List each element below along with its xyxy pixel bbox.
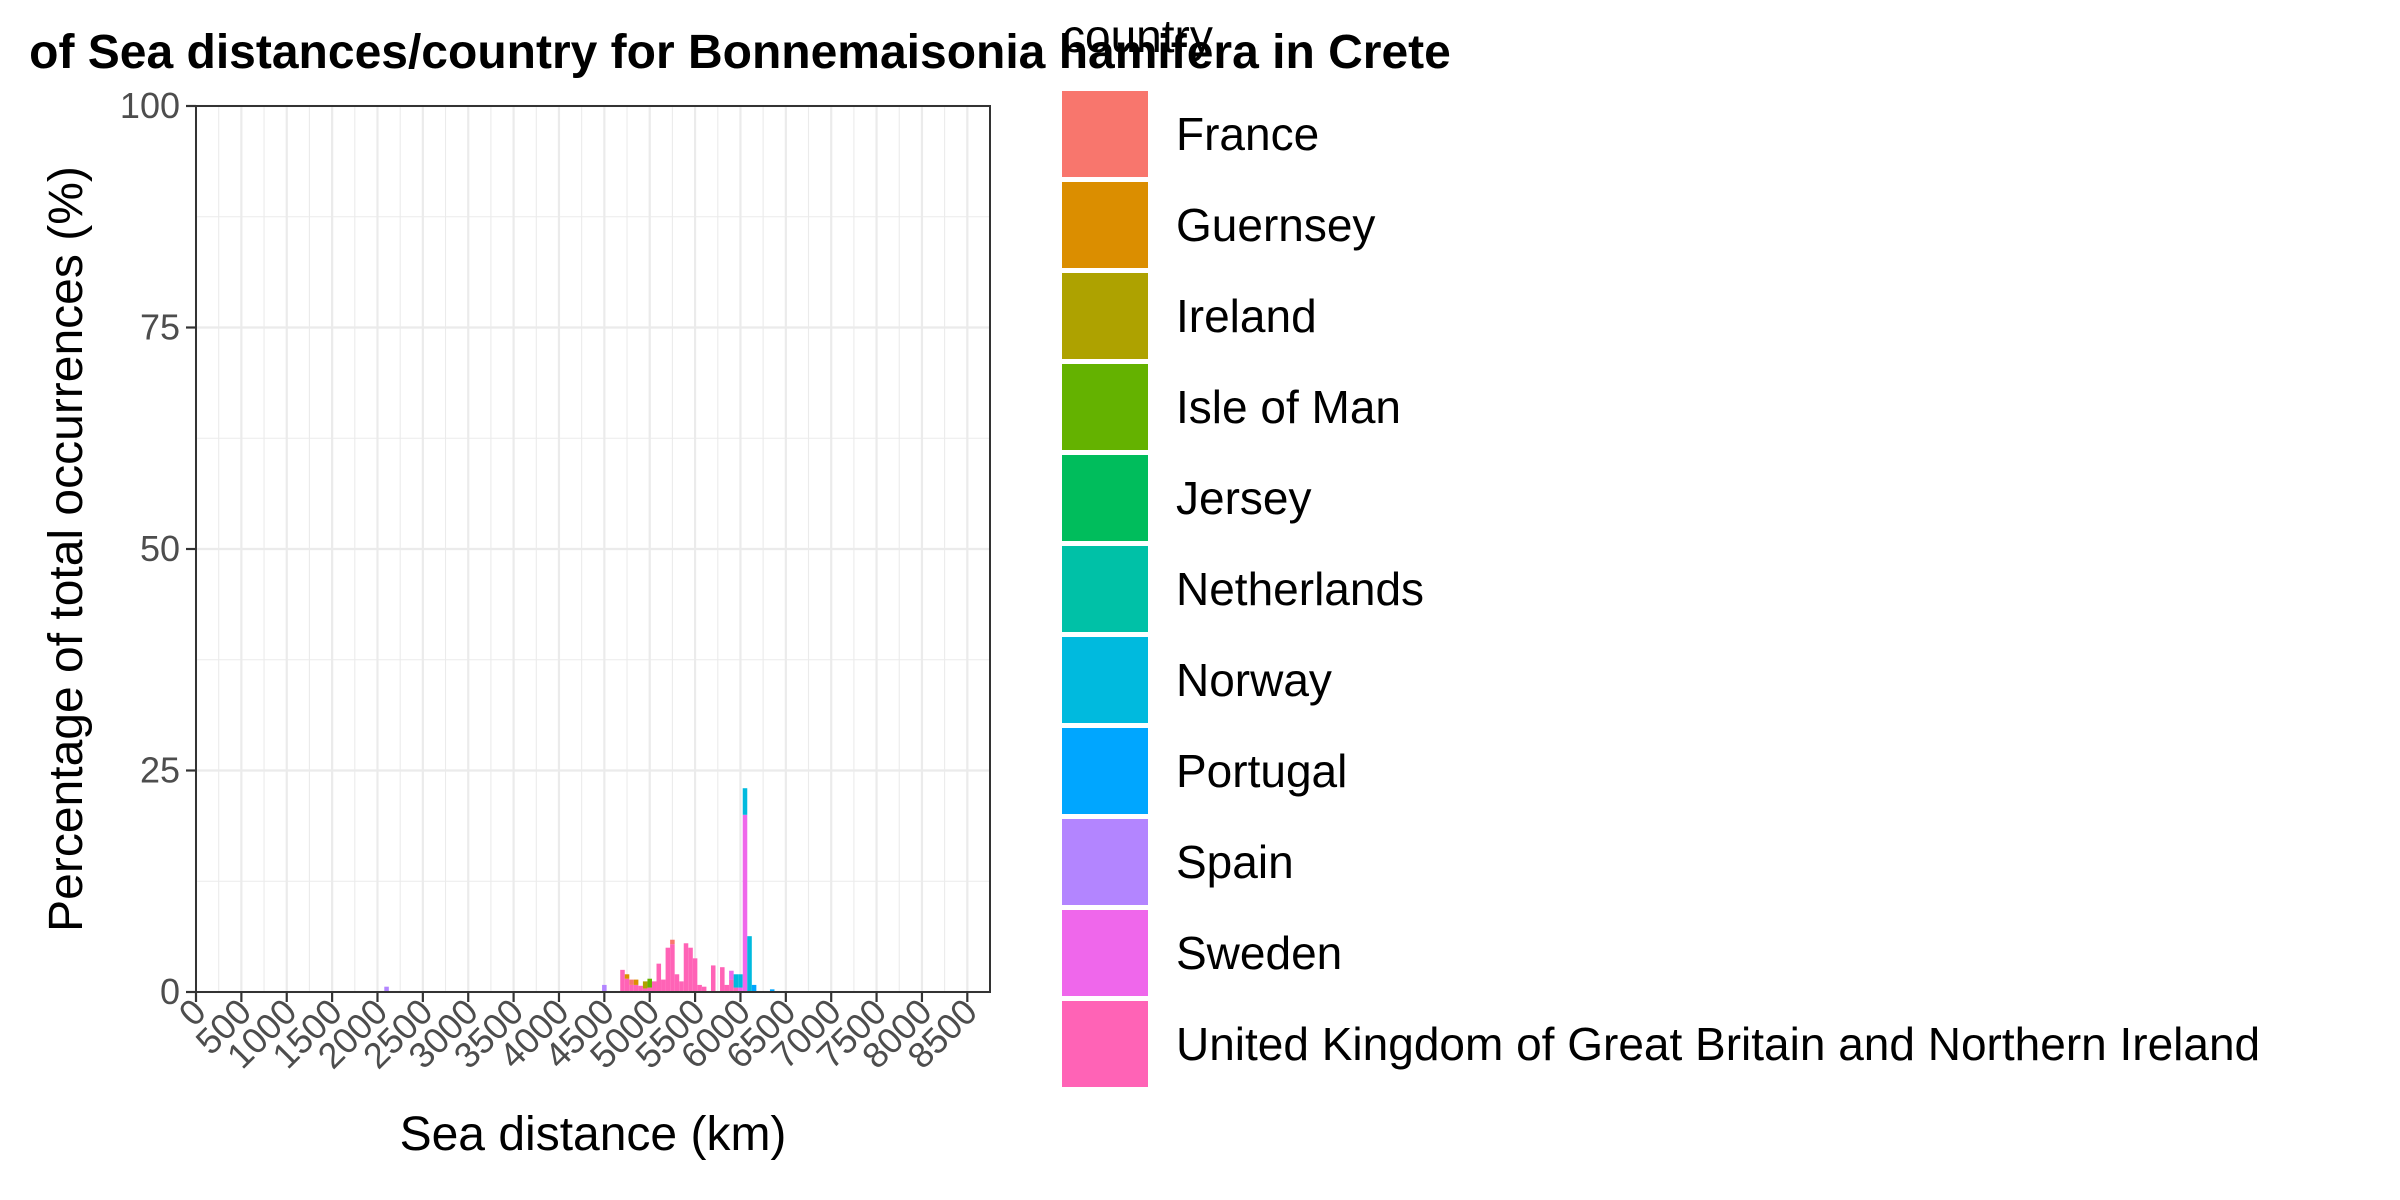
legend-key: [1062, 728, 1148, 814]
bar-segment: [629, 979, 634, 985]
y-axis: 0 25 50 75 100: [120, 85, 196, 1012]
y-tick-label: 100: [120, 85, 180, 126]
legend-key: [1062, 273, 1148, 359]
bar-segment: [674, 974, 680, 992]
y-axis-title: Percentage of total occurrences (%): [40, 166, 93, 932]
bar-segment: [638, 985, 643, 992]
bar-segment: [633, 984, 639, 992]
legend-label: France: [1176, 108, 1319, 160]
y-tick-label: 25: [140, 750, 180, 791]
bar-segment: [688, 947, 693, 992]
chart-title: of Sea distances/country for Bonnemaison…: [29, 26, 1451, 79]
bar-segment: [670, 944, 675, 992]
bar-segment: [665, 947, 671, 992]
bar-segment: [656, 963, 662, 992]
bar-segment: [692, 958, 698, 992]
bar-segment: [701, 986, 707, 992]
bar-segment: [697, 984, 702, 992]
legend: country France Guernsey Ireland Isle of Man…: [1062, 10, 2260, 1087]
bar-segment: [729, 979, 734, 992]
bar-segment: [724, 984, 730, 992]
bar-segment: [642, 981, 648, 989]
legend-label: Norway: [1176, 654, 1332, 706]
y-tick-label: 50: [140, 528, 180, 569]
bar-segment: [602, 984, 607, 992]
legend-label: Portugal: [1176, 745, 1347, 797]
y-tick-label: 75: [140, 307, 180, 348]
legend-label: Guernsey: [1176, 199, 1375, 251]
bar-segment: [738, 987, 743, 992]
legend-key: [1062, 819, 1148, 905]
bar-segment: [738, 974, 743, 988]
bar-segment: [651, 981, 657, 992]
bar-segment: [710, 965, 716, 992]
grid-lines: [194, 104, 990, 994]
legend-label: Netherlands: [1176, 563, 1424, 615]
legend-key: [1062, 546, 1148, 632]
legend-label: Isle of Man: [1176, 381, 1401, 433]
legend-key: [1062, 364, 1148, 450]
x-axis: 0500100015002000250030003500400045005000…: [171, 991, 985, 1077]
legend-key: [1062, 455, 1148, 541]
legend-key: [1062, 910, 1148, 996]
legend-label: United Kingdom of Great Britain and Nort…: [1176, 1018, 2260, 1070]
bar-segment: [683, 943, 689, 992]
bar-segment: [647, 987, 652, 992]
y-tick-label: 0: [160, 971, 180, 1012]
bar-segment: [742, 814, 748, 992]
bar-segment: [624, 978, 630, 992]
bar-segment: [720, 967, 725, 992]
legend-key: [1062, 1001, 1148, 1087]
legend-label: Jersey: [1176, 472, 1311, 524]
bar-segment: [729, 970, 734, 980]
bar-segment: [670, 939, 675, 945]
legend-label: Sweden: [1176, 927, 1342, 979]
legend-key: [1062, 91, 1148, 177]
bars: [384, 788, 775, 992]
bar-segment: [647, 978, 652, 988]
bar-segment: [742, 788, 748, 815]
bar-segment: [679, 981, 684, 992]
bar-segment: [733, 987, 739, 992]
bar-segment: [747, 936, 752, 992]
bar-segment: [633, 979, 639, 985]
bar-segment: [769, 989, 775, 992]
bar-segment: [629, 984, 634, 992]
legend-title: country: [1062, 10, 1213, 62]
legend-label: Ireland: [1176, 290, 1317, 342]
bar-segment: [642, 988, 648, 992]
legend-key: [1062, 182, 1148, 268]
bar-segment: [733, 974, 739, 988]
bar-segment: [620, 969, 625, 992]
legend-label: Spain: [1176, 836, 1294, 888]
bar-segment: [661, 979, 666, 992]
x-axis-title: Sea distance (km): [400, 1108, 787, 1161]
bar-segment: [624, 974, 630, 979]
bar-segment: [384, 986, 389, 992]
legend-key: [1062, 637, 1148, 723]
bar-segment: [751, 984, 757, 992]
